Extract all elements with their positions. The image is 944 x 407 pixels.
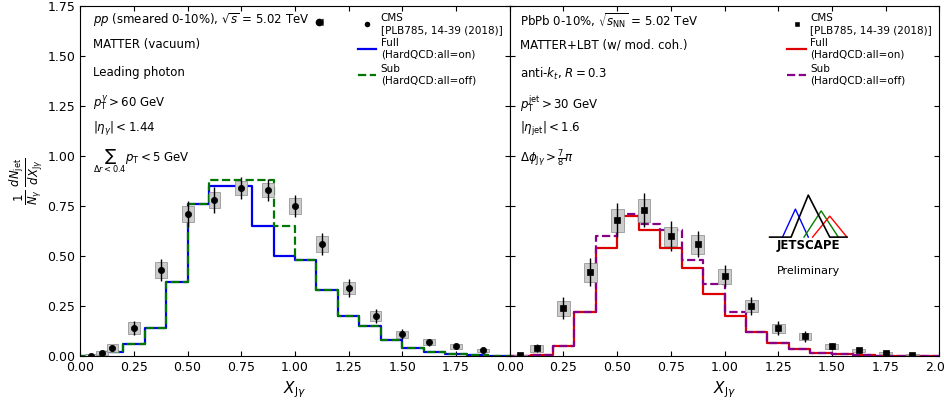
Text: $|\eta_{\gamma}| < 1.44$: $|\eta_{\gamma}| < 1.44$ xyxy=(93,120,156,138)
Bar xyxy=(583,263,597,282)
Bar xyxy=(155,262,167,278)
Bar xyxy=(262,183,274,197)
Bar xyxy=(235,181,247,195)
Bar xyxy=(852,348,866,352)
Y-axis label: $\frac{1}{N_{\gamma}}\,\frac{dN_{\mathrm{jet}}}{dX_{\mathrm{J}\gamma}}$: $\frac{1}{N_{\gamma}}\,\frac{dN_{\mathrm… xyxy=(8,158,44,205)
Bar xyxy=(772,324,784,333)
Bar xyxy=(611,208,624,232)
Bar xyxy=(477,348,489,352)
Text: MATTER (vacuum): MATTER (vacuum) xyxy=(93,38,200,51)
Bar xyxy=(370,311,381,321)
Legend: CMS
[PLB785, 14-39 (2018)], Full
(HardQCD:all=on), Sub
(HardQCD:all=off): CMS [PLB785, 14-39 (2018)], Full (HardQC… xyxy=(787,13,932,85)
Bar xyxy=(825,344,838,348)
Bar xyxy=(396,330,409,338)
Bar xyxy=(450,344,462,348)
Bar xyxy=(879,352,892,354)
Text: $p_{\mathrm{T}}^{\gamma} > 60$ GeV: $p_{\mathrm{T}}^{\gamma} > 60$ GeV xyxy=(93,93,166,112)
Legend: CMS
[PLB785, 14-39 (2018)], Full
(HardQCD:all=on), Sub
(HardQCD:all=off): CMS [PLB785, 14-39 (2018)], Full (HardQC… xyxy=(358,13,502,85)
Text: PbPb 0-10%, $\sqrt{s_{\mathrm{NN}}}$ = 5.02 TeV: PbPb 0-10%, $\sqrt{s_{\mathrm{NN}}}$ = 5… xyxy=(520,11,699,31)
Text: anti-$k_t$, $R = 0.3$: anti-$k_t$, $R = 0.3$ xyxy=(520,66,607,82)
Text: JETSCAPE: JETSCAPE xyxy=(777,239,840,252)
Bar xyxy=(181,206,194,222)
Bar xyxy=(514,355,527,356)
Bar xyxy=(531,344,543,352)
Text: MATTER+LBT (w/ mod. coh.): MATTER+LBT (w/ mod. coh.) xyxy=(520,38,688,51)
Text: $|\eta_{\mathrm{jet}}| < 1.6$: $|\eta_{\mathrm{jet}}| < 1.6$ xyxy=(520,120,582,138)
Bar xyxy=(745,300,758,312)
Bar xyxy=(557,300,570,316)
Bar xyxy=(906,354,919,355)
Bar xyxy=(209,192,220,208)
Bar xyxy=(665,227,677,246)
Bar xyxy=(289,198,301,214)
Text: Preliminary: Preliminary xyxy=(777,266,840,276)
Bar xyxy=(691,234,704,254)
Text: $p_{\mathrm{T}}^{\mathrm{jet}} > 30$ GeV: $p_{\mathrm{T}}^{\mathrm{jet}} > 30$ GeV xyxy=(520,93,598,114)
Bar xyxy=(637,199,650,222)
X-axis label: $X_{\mathrm{J}\gamma}$: $X_{\mathrm{J}\gamma}$ xyxy=(283,380,307,400)
Bar xyxy=(85,354,97,357)
Bar xyxy=(95,351,108,355)
Bar xyxy=(423,339,435,345)
Text: $\sum_{\Delta r<0.4} p_{\mathrm{T}} < 5$ GeV: $\sum_{\Delta r<0.4} p_{\mathrm{T}} < 5$… xyxy=(93,147,190,175)
X-axis label: $X_{\mathrm{J}\gamma}$: $X_{\mathrm{J}\gamma}$ xyxy=(713,380,736,400)
Bar xyxy=(799,333,812,340)
Bar xyxy=(316,236,328,252)
Bar xyxy=(718,269,731,284)
Bar xyxy=(107,344,118,352)
Bar xyxy=(128,322,140,334)
Text: $pp$ (smeared 0-10%), $\sqrt{s}$ = 5.02 TeV: $pp$ (smeared 0-10%), $\sqrt{s}$ = 5.02 … xyxy=(93,11,310,29)
Bar xyxy=(343,282,355,294)
Text: Leading photon: Leading photon xyxy=(93,66,185,79)
Text: $\Delta\phi_{\mathrm{J}\gamma} > \frac{7}{8}\pi$: $\Delta\phi_{\mathrm{J}\gamma} > \frac{7… xyxy=(520,147,574,169)
